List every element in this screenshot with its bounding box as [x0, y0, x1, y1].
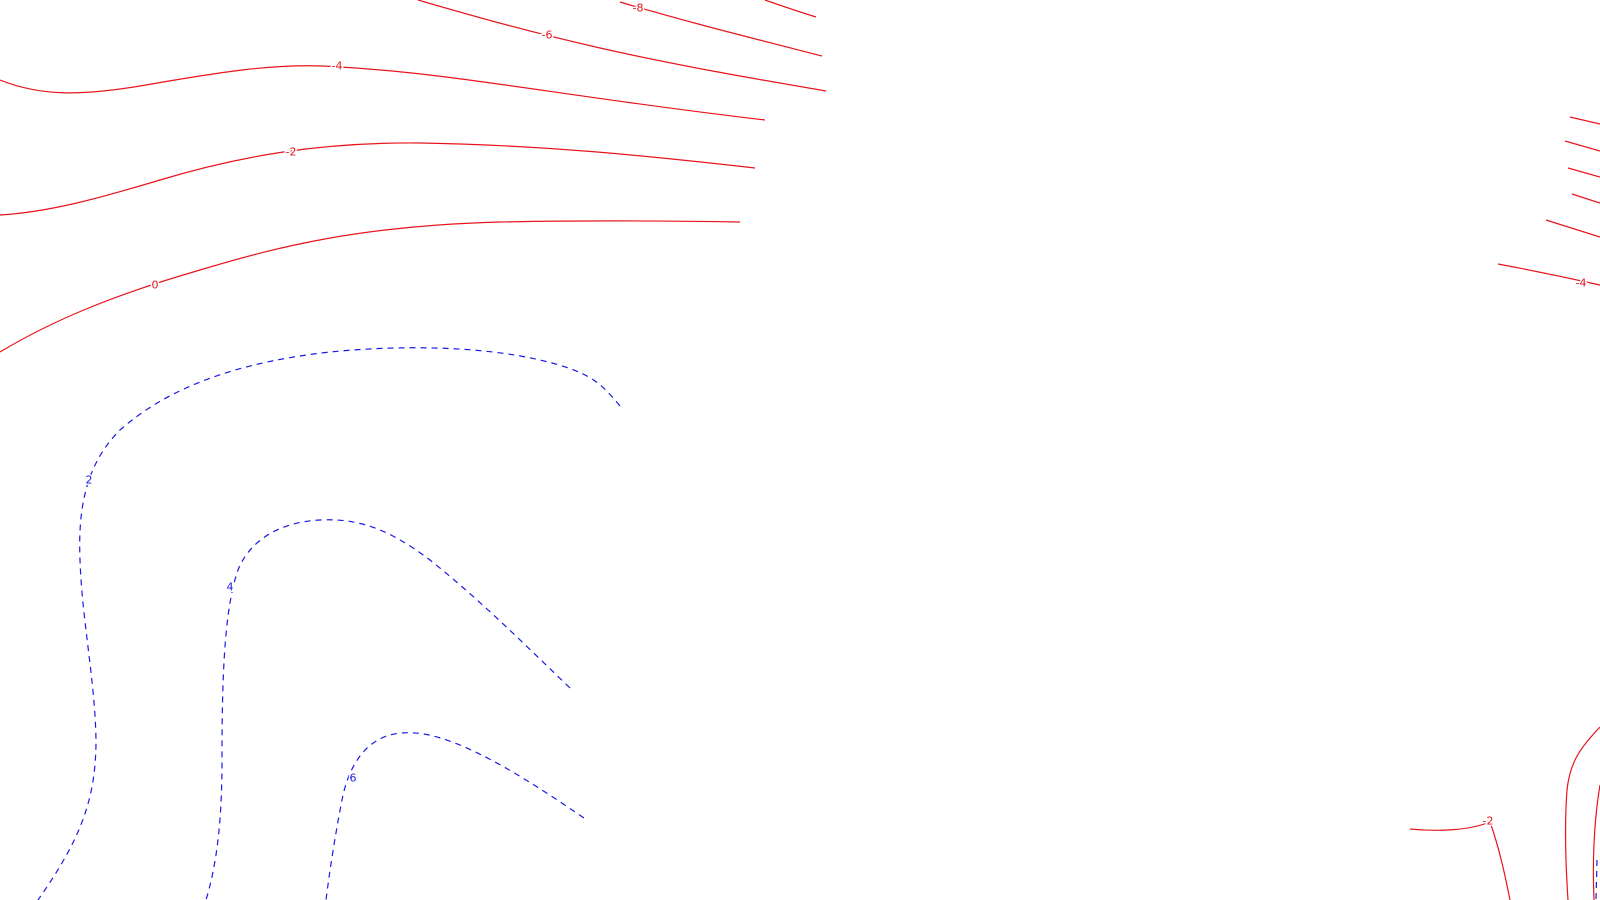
- contour-label-neg4: -4: [332, 60, 343, 73]
- contour-label-neg2: -2: [286, 146, 297, 159]
- contour-line-pos4: [205, 519, 571, 900]
- contour-label-neg8: -8: [633, 2, 644, 15]
- contour-label-pos4: 4: [227, 581, 234, 594]
- contour-fragment-right-1: [1569, 116, 1600, 125]
- contour-line-zero: [0, 220, 741, 353]
- contour-fragment-right-5: [1545, 219, 1600, 238]
- contour-line-neg8-a: [619, 1, 823, 57]
- contour-line-neg8-b: [764, 0, 817, 18]
- contour-label-pos6: 6: [350, 772, 357, 785]
- contour-line-right-arc-b: [1592, 784, 1600, 900]
- contour-fragment-right-3: [1567, 167, 1600, 178]
- contour-line-neg4: [0, 65, 766, 121]
- contour-fragment-right-pos: [1595, 859, 1598, 900]
- contour-label-pos2: 2: [86, 474, 93, 487]
- contour-line-right-neg2: [1409, 821, 1511, 900]
- contour-line-pos2: [37, 347, 621, 900]
- contour-label-right-neg4: -4: [1576, 277, 1587, 290]
- contour-line-right-arc-a: [1564, 726, 1600, 900]
- contour-label-zero: 0: [152, 279, 159, 292]
- contour-line-right-neg4: [1497, 263, 1600, 286]
- contour-fragment-right-2: [1564, 140, 1600, 152]
- contour-line-pos6: [325, 732, 585, 900]
- contour-label-right-neg2: -2: [1483, 815, 1494, 828]
- contour-fragment-right-4: [1571, 193, 1600, 204]
- contour-label-neg6: -6: [542, 29, 553, 42]
- contour-line-neg6: [417, 0, 827, 92]
- contour-line-neg2: [0, 142, 756, 216]
